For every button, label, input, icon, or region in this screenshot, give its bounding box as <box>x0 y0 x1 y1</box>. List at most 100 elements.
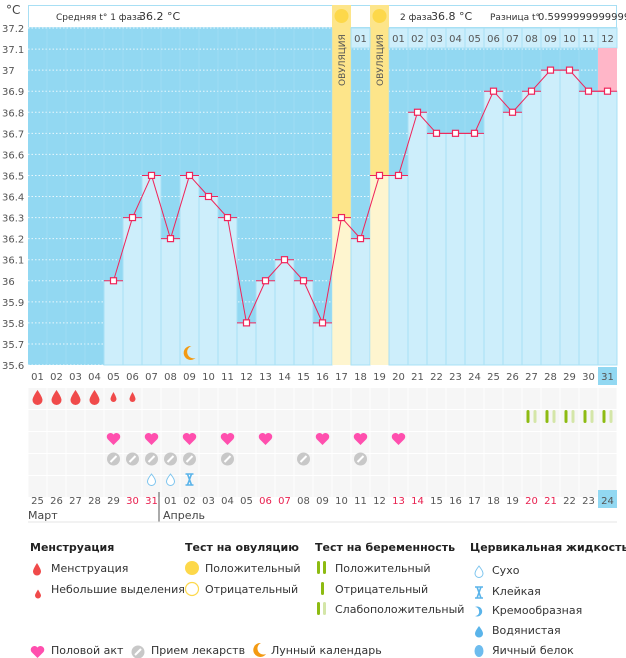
temperature-bar <box>388 174 409 366</box>
temperature-bar <box>483 90 504 366</box>
row-cell <box>28 410 47 431</box>
row-cell <box>294 410 313 431</box>
cycle-day-label: 30 <box>582 372 595 383</box>
row-cell <box>351 410 370 431</box>
row-cell <box>560 388 579 409</box>
date-label: 13 <box>392 496 405 507</box>
row-cell <box>275 476 294 497</box>
legend-medication: Прием лекарств <box>151 644 246 657</box>
date-label: 16 <box>449 496 462 507</box>
cycle-day-label: 20 <box>392 372 405 383</box>
row-cell <box>598 388 617 409</box>
row-cell <box>503 432 522 453</box>
row-cell <box>180 476 199 497</box>
temperature-line-segment <box>474 90 494 134</box>
pregnancy-test-line <box>564 410 568 423</box>
row-cell <box>484 410 503 431</box>
row-cell <box>123 476 142 497</box>
ovulation-bar <box>332 217 351 365</box>
row-cell <box>313 388 332 409</box>
ovulation-test-positive-icon <box>372 9 387 23</box>
temperature-bar <box>578 90 599 366</box>
menstruation-heavy-icon <box>32 390 43 405</box>
date-label: 26 <box>50 496 63 507</box>
temperature-bar <box>597 90 618 366</box>
row-cell <box>522 432 541 453</box>
row-cell <box>541 476 560 497</box>
temperature-bar <box>407 111 428 366</box>
row-cell <box>503 454 522 475</box>
menstruation-heavy-icon <box>89 390 100 405</box>
row-cell <box>522 476 541 497</box>
highlight-cell <box>598 48 617 92</box>
cycle-day-label: 05 <box>107 372 120 383</box>
row-cell <box>161 410 180 431</box>
temperature-bar <box>540 69 561 366</box>
temperature-line-segment <box>170 175 190 239</box>
row-cell <box>560 454 579 475</box>
row-cell <box>294 388 313 409</box>
post-ovulation-day: 01 <box>392 34 405 45</box>
temperature-point <box>394 171 403 180</box>
post-ovulation-day: 11 <box>582 34 595 45</box>
temperature-point <box>375 171 384 180</box>
row-cell <box>66 476 85 497</box>
pregnancy-test-line <box>526 410 530 423</box>
temperature-line-segment <box>132 175 152 218</box>
post-ovulation-day: 12 <box>601 34 614 45</box>
row-cell <box>104 476 123 497</box>
temperature-point <box>470 129 479 137</box>
legend-preg-negative: Отрицательный <box>335 583 429 596</box>
row-cell <box>218 410 237 431</box>
row-cell <box>370 476 389 497</box>
temperature-bar <box>274 259 295 366</box>
temperature-point <box>584 87 593 95</box>
row-cell <box>237 432 256 453</box>
fluid-watery-icon <box>474 623 484 642</box>
ovulation-label: ОВУЛЯЦИЯ <box>338 34 348 86</box>
row-cell <box>161 388 180 409</box>
date-label: 29 <box>107 496 120 507</box>
row-cell <box>237 410 256 431</box>
fluid-sticky-icon <box>185 473 194 486</box>
row-cell <box>85 432 104 453</box>
cycle-day-label: 09 <box>183 372 196 383</box>
date-label: 12 <box>373 496 386 507</box>
date-label: 20 <box>525 496 538 507</box>
temperature-bar <box>502 111 523 366</box>
row-cell <box>522 388 541 409</box>
legend-fluid-creamy: Кремообразная <box>492 604 583 617</box>
row-cell <box>275 410 294 431</box>
row-cell <box>332 454 351 475</box>
cycle-day-label: 12 <box>240 372 253 383</box>
cycle-day-label: 27 <box>525 372 538 383</box>
post-ovulation-day: 09 <box>544 34 557 45</box>
y-tick-label: 36.4 <box>2 193 24 204</box>
heart-icon <box>182 433 197 445</box>
y-tick-label: 37.1 <box>2 45 24 56</box>
pill-slash <box>109 455 118 463</box>
row-cell <box>560 476 579 497</box>
ovulation-bar <box>370 175 389 365</box>
row-cell <box>465 388 484 409</box>
row-cell <box>142 476 161 497</box>
phase2-value: 36.8 °C <box>431 10 472 23</box>
row-cell <box>370 410 389 431</box>
row-cell <box>256 388 275 409</box>
row-cell <box>560 410 579 431</box>
date-label: 21 <box>544 496 557 507</box>
y-tick-label: 35.6 <box>2 361 24 372</box>
temperature-point <box>280 256 289 264</box>
date-label: 24 <box>601 496 614 507</box>
temperature-bar <box>350 238 371 366</box>
temperature-line-segment <box>113 217 133 281</box>
row-cell <box>313 410 332 431</box>
row-cell <box>199 432 218 453</box>
temperature-point <box>356 235 365 243</box>
cycle-day-label: 18 <box>354 372 367 383</box>
cycle-day-label: 14 <box>278 372 291 383</box>
row-cell <box>256 454 275 475</box>
row-cell <box>256 410 275 431</box>
date-label: 15 <box>430 496 443 507</box>
phase2-label: 2 фаза <box>400 13 432 23</box>
